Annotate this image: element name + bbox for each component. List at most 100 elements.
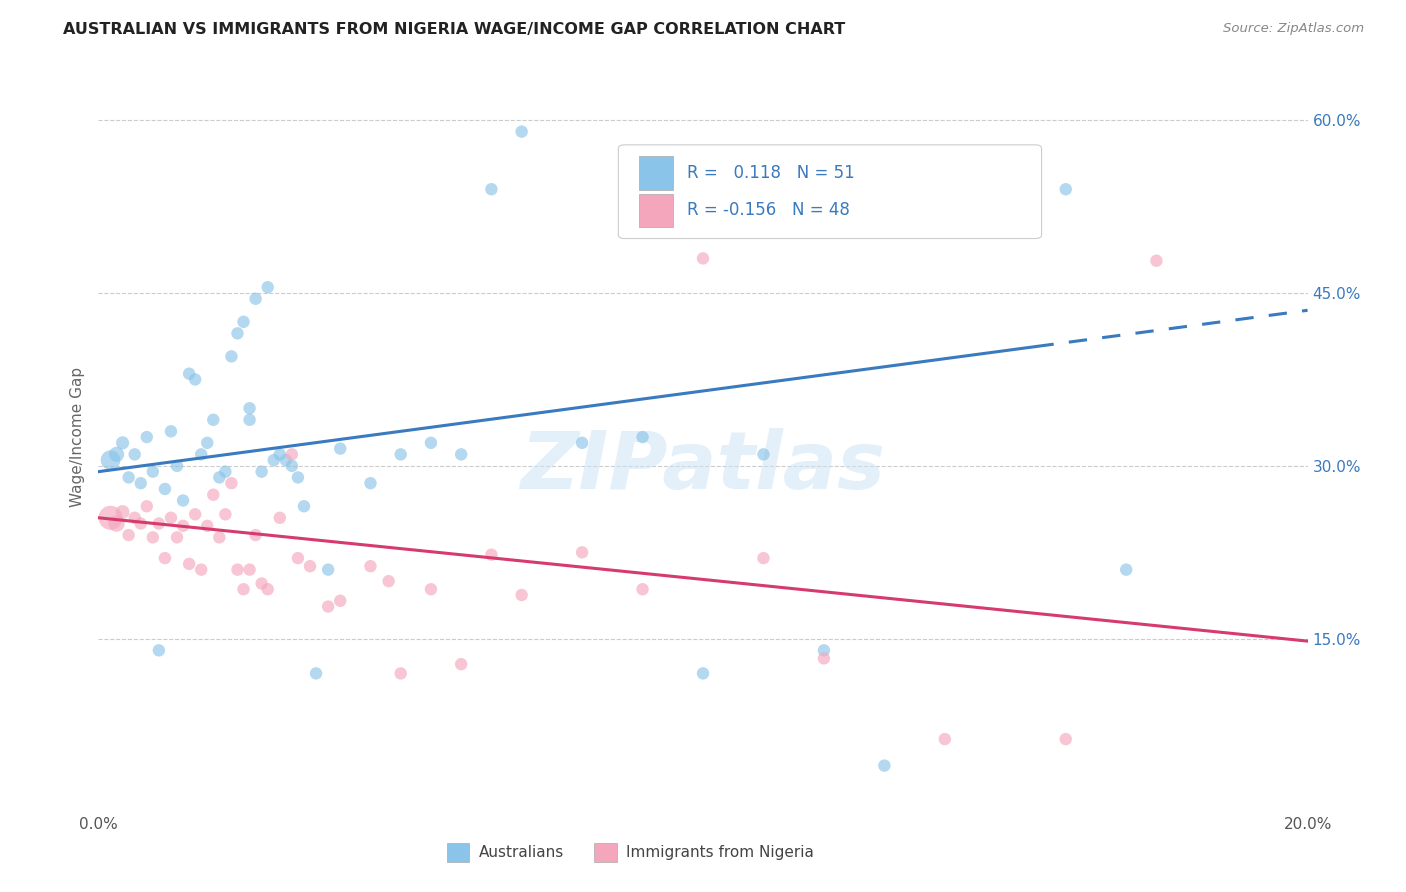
Point <box>202 413 225 427</box>
Text: ZIPatlas: ZIPatlas <box>520 428 886 506</box>
Point <box>232 582 254 597</box>
Point <box>124 447 146 461</box>
Point <box>148 643 170 657</box>
Point <box>692 252 714 266</box>
Point <box>481 182 503 196</box>
Point <box>329 594 352 608</box>
Point <box>571 545 593 559</box>
Point <box>184 508 207 522</box>
Point <box>118 470 141 484</box>
Point <box>111 435 134 450</box>
FancyBboxPatch shape <box>638 194 673 227</box>
Point <box>250 576 273 591</box>
Point <box>329 442 352 456</box>
Point <box>281 447 304 461</box>
Point <box>239 413 262 427</box>
Point <box>153 551 176 566</box>
Point <box>221 350 243 364</box>
Point <box>360 559 382 574</box>
FancyBboxPatch shape <box>638 156 673 190</box>
Point <box>292 500 315 514</box>
Point <box>208 530 231 544</box>
Point <box>1054 182 1077 196</box>
Point <box>360 476 382 491</box>
Point <box>239 563 262 577</box>
Point <box>179 367 201 381</box>
Point <box>190 563 212 577</box>
Point <box>389 447 412 461</box>
Point <box>105 447 128 461</box>
Point <box>420 435 443 450</box>
Point <box>226 563 249 577</box>
Point <box>184 372 207 386</box>
Point <box>111 505 134 519</box>
Point <box>316 563 339 577</box>
Text: R =   0.118   N = 51: R = 0.118 N = 51 <box>688 163 855 182</box>
Point <box>389 666 412 681</box>
Point <box>420 582 443 597</box>
Point <box>105 516 128 531</box>
Point <box>135 430 157 444</box>
Point <box>118 528 141 542</box>
Point <box>100 453 122 467</box>
Point <box>100 510 122 524</box>
Point <box>287 470 309 484</box>
Point <box>631 582 654 597</box>
Point <box>195 435 218 450</box>
Point <box>692 666 714 681</box>
Legend: Australians, Immigrants from Nigeria: Australians, Immigrants from Nigeria <box>440 837 821 868</box>
Text: R = -0.156   N = 48: R = -0.156 N = 48 <box>688 201 851 219</box>
Point <box>129 476 152 491</box>
Text: Source: ZipAtlas.com: Source: ZipAtlas.com <box>1223 22 1364 36</box>
Point <box>631 430 654 444</box>
Point <box>190 447 212 461</box>
Point <box>377 574 399 589</box>
Point <box>214 508 236 522</box>
Point <box>135 500 157 514</box>
Point <box>281 458 304 473</box>
Point <box>124 510 146 524</box>
Point <box>1144 253 1167 268</box>
Point <box>148 516 170 531</box>
FancyBboxPatch shape <box>619 145 1042 238</box>
Point <box>510 588 533 602</box>
Y-axis label: Wage/Income Gap: Wage/Income Gap <box>70 367 86 508</box>
Point <box>221 476 243 491</box>
Point <box>172 493 194 508</box>
Point <box>934 732 956 747</box>
Point <box>160 510 183 524</box>
Point <box>239 401 262 416</box>
Point <box>263 453 285 467</box>
Point <box>316 599 339 614</box>
Point <box>481 548 503 562</box>
Point <box>269 510 291 524</box>
Point <box>195 519 218 533</box>
Point <box>1054 732 1077 747</box>
Point <box>752 551 775 566</box>
Point <box>813 651 835 665</box>
Point <box>510 125 533 139</box>
Point <box>245 292 267 306</box>
Point <box>256 582 278 597</box>
Point <box>166 458 188 473</box>
Point <box>208 470 231 484</box>
Point <box>160 425 183 439</box>
Point <box>813 643 835 657</box>
Point <box>274 453 297 467</box>
Point <box>153 482 176 496</box>
Point <box>232 315 254 329</box>
Point <box>269 447 291 461</box>
Point <box>214 465 236 479</box>
Point <box>752 447 775 461</box>
Point <box>142 465 165 479</box>
Point <box>129 516 152 531</box>
Point <box>172 519 194 533</box>
Point <box>873 758 896 772</box>
Point <box>226 326 249 341</box>
Point <box>166 530 188 544</box>
Point <box>305 666 328 681</box>
Point <box>202 488 225 502</box>
Point <box>1115 563 1137 577</box>
Text: AUSTRALIAN VS IMMIGRANTS FROM NIGERIA WAGE/INCOME GAP CORRELATION CHART: AUSTRALIAN VS IMMIGRANTS FROM NIGERIA WA… <box>63 22 845 37</box>
Point <box>287 551 309 566</box>
